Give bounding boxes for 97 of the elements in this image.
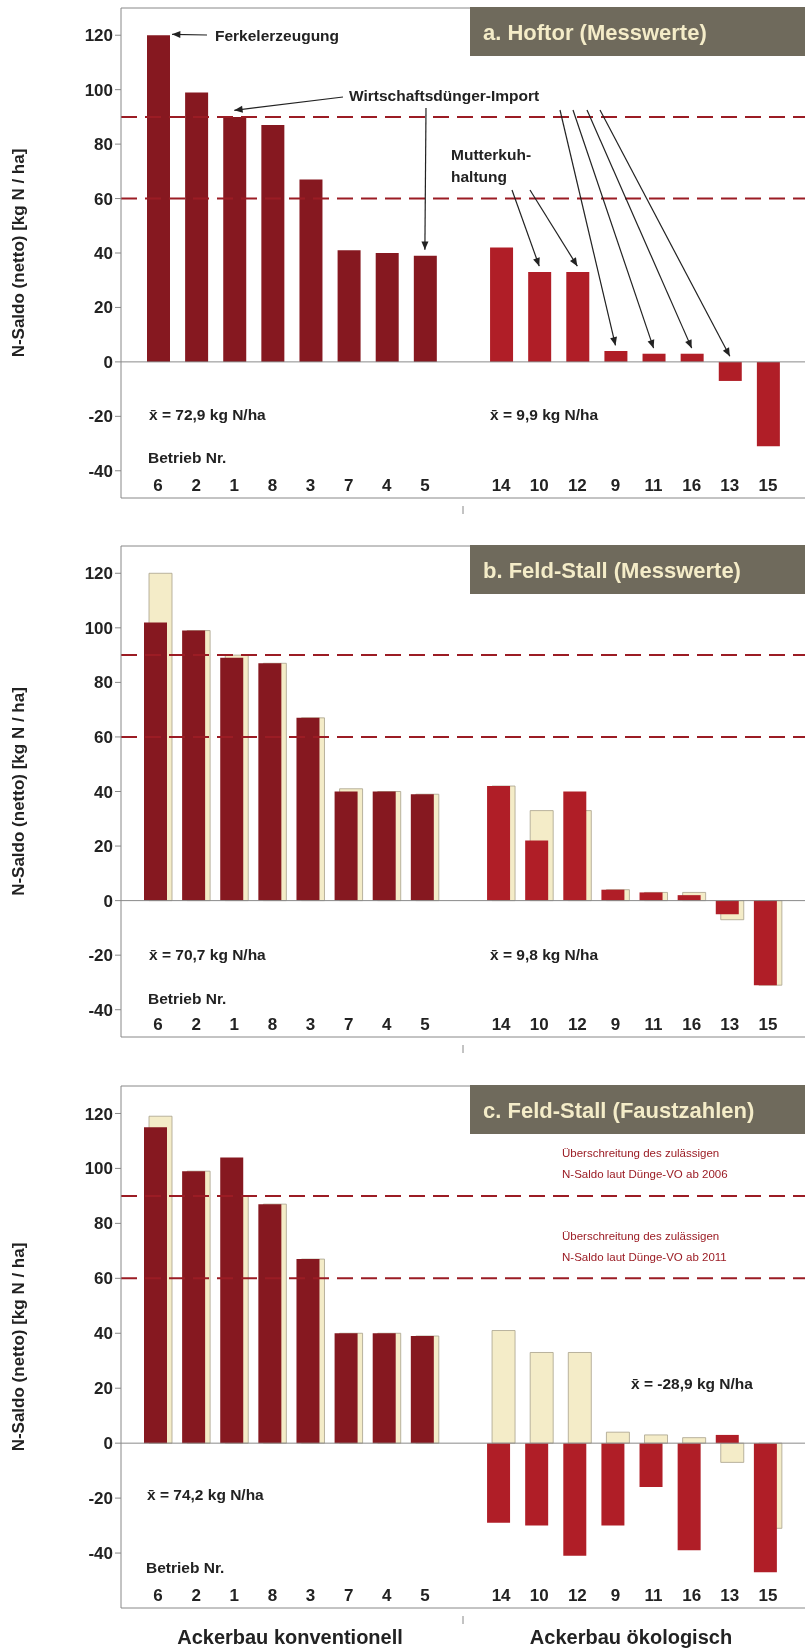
x-tick-label: 9 [610,1015,621,1034]
x-tick-label: 3 [305,476,316,495]
y-tick-label: -40 [88,1544,113,1564]
x-tick-label: 1 [229,1586,240,1605]
y-tick-label: 0 [103,891,113,911]
x-tick-label: 12 [567,476,587,495]
y-tick-label: 0 [103,1434,113,1454]
x-tick-label: 9 [610,1586,621,1605]
x-tick-label: 10 [529,1015,549,1034]
y-tick-label: 80 [94,673,113,693]
y-tick-label: 100 [84,618,113,638]
x-tick-label: 7 [343,1015,354,1034]
x-tick-label: 12 [567,1015,587,1034]
annotation: Betrieb Nr. [148,990,227,1007]
y-tick-label: -40 [88,1000,113,1020]
y-tick-label: 40 [94,1324,113,1344]
x-tick-label: 1 [229,1015,240,1034]
x-tick-label: 13 [720,476,740,495]
y-tick-label: 60 [94,1269,113,1289]
text: Ackerbau ökologisch [529,1626,733,1648]
ref-line-label: Überschreitung des zulässigen N-Saldo laut Dünge-VO ab 2011 [562,1230,727,1264]
y-tick-label: 40 [94,244,113,264]
x-tick-label: 6 [153,476,163,495]
y-tick-label: 60 [94,727,113,747]
y-tick-label: 120 [84,26,113,46]
annotation: Wirtschaftsdünger-Import [349,87,540,104]
y-tick-label: 60 [94,189,113,209]
x-tick-label: 16 [682,1015,702,1034]
x-tick-label: 2 [191,1586,201,1605]
x-tick-label: 5 [420,1586,430,1605]
x-tick-label: 10 [529,476,549,495]
y-tick-label: 80 [94,1214,113,1234]
x-tick-label: 15 [758,476,778,495]
annotation: x̄ = 9,8 kg N/ha [490,946,599,963]
x-tick-label: 7 [343,1586,354,1605]
y-tick-label: 20 [94,298,113,318]
annotation: x̄ = 70,7 kg N/ha [149,946,267,963]
x-tick-label: 11 [644,1015,663,1034]
annotation: Mutterkuh-haltung [451,146,532,185]
x-tick-label: 4 [382,1586,393,1605]
annotation: x̄ = -28,9 kg N/ha [631,1375,754,1392]
y-tick-label: -20 [88,1489,113,1509]
y-tick-label: -20 [88,946,113,966]
annotation: Betrieb Nr. [146,1559,225,1576]
x-tick-label: 10 [529,1586,549,1605]
y-tick-label: -40 [88,461,113,481]
x-tick-label: 8 [267,1586,278,1605]
text: Ackerbau konventionell [177,1626,403,1648]
y-axis-title: N-Saldo (netto) [kg N / ha] [9,148,28,358]
annotation: x̄ = 74,2 kg N/ha [147,1486,265,1503]
y-tick-label: 40 [94,782,113,802]
x-tick-label: 9 [610,476,621,495]
x-tick-label: 2 [191,1015,201,1034]
text: a. Hoftor (Messwerte) [483,20,707,45]
x-tick-label: 12 [567,1586,587,1605]
x-tick-label: 15 [758,1015,778,1034]
y-tick-label: 100 [84,80,113,100]
x-tick-label: 14 [491,1015,512,1034]
annotation: Betrieb Nr. [148,449,227,466]
x-tick-label: 4 [382,1015,393,1034]
text: b. Feld-Stall (Messwerte) [483,558,741,583]
x-tick-label: 5 [420,476,430,495]
x-tick-label: 3 [305,1015,316,1034]
x-tick-label: 13 [720,1015,740,1034]
x-tick-label: 2 [191,476,201,495]
x-tick-label: 6 [153,1015,163,1034]
x-tick-label: 1 [229,476,240,495]
y-tick-label: -20 [88,407,113,427]
x-tick-label: 3 [305,1586,316,1605]
annotation: x̄ = 9,9 kg N/ha [490,406,599,423]
y-tick-label: 0 [103,352,113,372]
x-tick-label: 16 [682,476,702,495]
x-tick-label: 8 [267,476,278,495]
text: c. Feld-Stall (Faustzahlen) [483,1098,755,1123]
x-tick-label: 5 [420,1015,430,1034]
annotation: Ferkelerzeugung [215,27,340,44]
x-tick-label: 6 [153,1586,163,1605]
y-axis-title: N-Saldo (netto) [kg N / ha] [9,1242,28,1452]
x-tick-label: 4 [382,476,393,495]
y-tick-label: 20 [94,1379,113,1399]
x-tick-label: 14 [491,476,512,495]
x-tick-label: 8 [267,1015,278,1034]
y-tick-label: 120 [84,564,113,584]
x-tick-label: 15 [758,1586,778,1605]
annotation: x̄ = 72,9 kg N/ha [149,406,267,423]
y-tick-label: 20 [94,837,113,857]
y-tick-label: 80 [94,135,113,155]
x-tick-label: 11 [644,1586,663,1605]
x-tick-label: 7 [343,476,354,495]
y-tick-label: 100 [84,1159,113,1179]
y-axis-title: N-Saldo (netto) [kg N / ha] [9,687,28,896]
x-tick-label: 16 [682,1586,702,1605]
x-tick-label: 14 [491,1586,512,1605]
x-tick-label: 13 [720,1586,740,1605]
x-tick-label: 11 [644,476,663,495]
ref-line-label: Überschreitung des zulässigen N-Saldo laut Dünge-VO ab 2006 [562,1147,728,1181]
y-tick-label: 120 [84,1104,113,1124]
